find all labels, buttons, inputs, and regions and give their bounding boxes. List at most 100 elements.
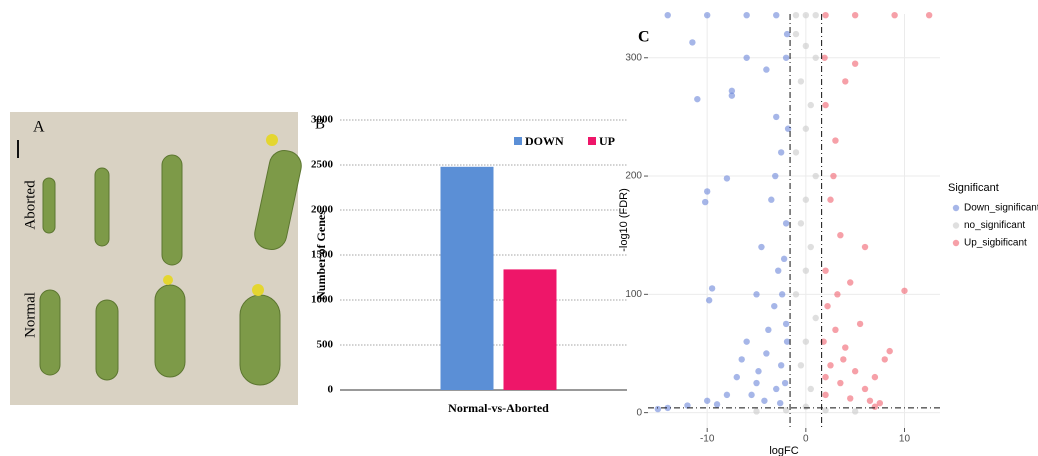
point xyxy=(812,54,819,61)
panel-label: B xyxy=(315,116,325,132)
point xyxy=(861,385,869,393)
y-tick-label: 0 xyxy=(636,407,642,418)
point xyxy=(743,338,750,345)
point xyxy=(925,11,933,19)
point xyxy=(822,407,829,414)
point xyxy=(824,302,831,310)
point xyxy=(772,172,779,180)
x-axis-label: logFC xyxy=(769,445,798,456)
point xyxy=(876,399,884,407)
x-tick-label: Normal-vs-Aborted xyxy=(448,401,549,415)
row-label: Normal xyxy=(22,292,38,338)
point xyxy=(689,39,696,46)
y-tick-label: 100 xyxy=(625,289,642,300)
point xyxy=(832,137,839,144)
legend-label: no_significant xyxy=(964,220,1025,231)
fruit xyxy=(39,289,61,376)
point xyxy=(763,66,770,73)
y-tick-label: 200 xyxy=(625,171,642,182)
point xyxy=(780,255,788,263)
point xyxy=(773,11,780,19)
row-label: Aborted xyxy=(22,180,38,230)
point xyxy=(694,95,701,103)
point xyxy=(728,92,736,99)
point xyxy=(856,320,864,328)
legend-label: UP xyxy=(599,134,615,148)
fruit xyxy=(94,167,110,247)
point xyxy=(802,125,810,132)
legend-swatch xyxy=(514,137,522,145)
point xyxy=(768,196,775,203)
point xyxy=(777,149,785,156)
point xyxy=(783,30,791,38)
point xyxy=(703,397,711,404)
x-tick-label: 10 xyxy=(899,434,911,445)
point xyxy=(748,391,755,399)
point xyxy=(776,399,784,407)
plot-background xyxy=(648,14,940,428)
fruit xyxy=(42,177,56,234)
flower xyxy=(163,275,173,285)
point xyxy=(773,385,780,393)
panel-label: A xyxy=(33,119,45,136)
point xyxy=(802,11,810,19)
legend-swatch xyxy=(588,137,596,145)
point xyxy=(783,338,791,345)
point xyxy=(743,11,750,19)
point xyxy=(822,391,829,399)
y-tick-label: 300 xyxy=(625,52,642,63)
point xyxy=(901,287,908,294)
point xyxy=(834,291,841,298)
legend-label: DOWN xyxy=(525,134,564,148)
point xyxy=(861,243,869,251)
point xyxy=(802,403,810,410)
point xyxy=(837,231,844,239)
point xyxy=(802,196,810,203)
point xyxy=(822,101,829,109)
legend-label: Up_sigbificant xyxy=(964,238,1027,249)
point xyxy=(851,60,859,67)
y-axis-label: -log10 (FDR) xyxy=(618,188,630,252)
fruit xyxy=(239,294,281,386)
point xyxy=(761,397,768,404)
point xyxy=(842,78,849,85)
point xyxy=(777,362,785,369)
fruit xyxy=(95,299,119,381)
point xyxy=(723,391,731,399)
point xyxy=(792,30,800,38)
point xyxy=(743,54,750,61)
y-tick-label: 2000 xyxy=(311,204,334,216)
point xyxy=(702,198,709,206)
point xyxy=(703,188,711,195)
point xyxy=(705,297,713,304)
y-axis-label: Number of Genes xyxy=(314,210,328,300)
legend-title: Significant xyxy=(948,182,999,194)
y-tick-label: 1000 xyxy=(311,294,334,306)
point xyxy=(713,401,721,408)
point xyxy=(775,267,782,274)
legend-swatch xyxy=(952,222,960,229)
point xyxy=(654,405,662,413)
point xyxy=(851,11,859,19)
y-tick-label: 1500 xyxy=(311,249,334,261)
point xyxy=(822,267,829,274)
point xyxy=(792,149,800,156)
point xyxy=(781,379,789,387)
bar xyxy=(503,269,557,390)
point xyxy=(708,285,716,292)
point xyxy=(784,125,792,132)
point xyxy=(792,291,800,298)
point xyxy=(807,385,814,393)
y-tick-label: 2500 xyxy=(311,159,334,171)
point xyxy=(822,11,829,19)
legend-label: Down_significant xyxy=(964,203,1038,214)
point xyxy=(728,87,736,95)
panel-label: C xyxy=(638,29,650,46)
point xyxy=(827,196,834,203)
point xyxy=(847,279,854,286)
legend-swatch xyxy=(952,239,960,247)
point xyxy=(832,326,839,334)
point xyxy=(703,11,711,19)
x-tick-label: 0 xyxy=(803,434,809,445)
point xyxy=(812,314,819,322)
